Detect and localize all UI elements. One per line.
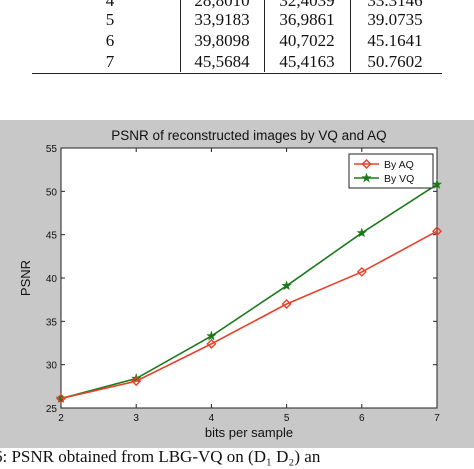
table-cell: 4: [105, 0, 115, 10]
y-tick-label: 50: [46, 187, 58, 198]
plot-area: [60, 147, 438, 409]
table-cell: 5: [105, 10, 115, 29]
legend-label-by-vq: By VQ: [384, 173, 414, 185]
y-axis-label: PSNR: [18, 260, 33, 296]
x-tick-label: 6: [359, 413, 365, 424]
x-axis-label: bits per sample: [205, 425, 293, 440]
table-bottom-rule: [32, 73, 442, 74]
table-cell: 40,7022: [279, 31, 335, 50]
caption-text: 6: PSNR obtained from LBG-VQ on (D₁ D₂) …: [0, 447, 321, 466]
data-point-by-vq: [206, 330, 217, 341]
table-divider: [180, 0, 181, 72]
chart-title: PSNR of reconstructed images by VQ and A…: [111, 128, 386, 143]
table-row: 4 28,8010 32,4039 33.3146: [0, 0, 474, 12]
y-tick-label: 25: [46, 404, 58, 415]
data-point-by-aq: [131, 376, 142, 387]
table-cell: 33,9183: [194, 10, 250, 29]
data-point-by-vq: [281, 280, 292, 291]
results-table: 4 28,8010 32,4039 33.3146 5 33,9183 36,9…: [0, 0, 474, 80]
x-tick-label: 2: [58, 413, 64, 424]
table-cell: 36,9861: [279, 10, 335, 29]
table-cell: 45,5684: [194, 52, 250, 71]
table-cell: 32,4039: [279, 0, 335, 10]
x-tick-label: 7: [434, 413, 440, 424]
table-cell: 7: [105, 52, 115, 71]
legend-label-by-aq: By AQ: [384, 159, 414, 171]
table-row: 6 39,8098 40,7022 45.1641: [0, 31, 474, 52]
data-point-by-vq: [356, 227, 367, 238]
table-cell: 6: [105, 31, 115, 50]
data-point-by-aq: [56, 393, 66, 404]
table-divider: [264, 0, 265, 72]
data-point-by-aq: [206, 338, 217, 349]
table-cell: 28,8010: [194, 0, 250, 10]
table-divider: [350, 0, 351, 72]
legend-marker-by-aq: [361, 159, 372, 169]
table-cell: 33.3146: [367, 0, 423, 10]
data-point-by-aq: [432, 226, 442, 237]
figure-caption: 6: PSNR obtained from LBG-VQ on (D₁ D₂) …: [0, 447, 474, 469]
data-point-by-aq: [281, 299, 292, 309]
table-cell: 39,8098: [194, 31, 250, 50]
y-tick-label: 45: [46, 231, 58, 242]
series-line-by-aq: [60, 230, 438, 400]
series-line-by-vq: [60, 183, 438, 400]
psnr-chart: PSNR of reconstructed images by VQ and A…: [18, 128, 443, 440]
x-tick-label: 4: [209, 413, 215, 424]
table-cell: 50.7602: [367, 52, 423, 71]
x-tick-label: 3: [133, 413, 139, 424]
y-tick-label: 40: [46, 274, 58, 285]
data-point-by-vq: [431, 178, 443, 189]
table-cell: 39.0735: [367, 10, 423, 29]
legend-marker-by-vq: [361, 172, 372, 183]
y-tick-label: 35: [46, 317, 58, 328]
table-cell: 45.1641: [367, 31, 423, 50]
table-cell: 45,4163: [279, 52, 335, 71]
data-point-by-aq: [356, 266, 367, 277]
legend-box: [348, 153, 434, 189]
y-tick-label: 55: [46, 144, 58, 155]
table-row: 5 33,9183 36,9861 39.0735: [0, 10, 474, 31]
figure-window: PSNR of reconstructed images by VQ and A…: [0, 120, 474, 448]
table-row: 7 45,5684 45,4163 50.7602: [0, 52, 474, 73]
x-tick-label: 5: [284, 413, 290, 424]
y-tick-label: 30: [46, 361, 58, 372]
